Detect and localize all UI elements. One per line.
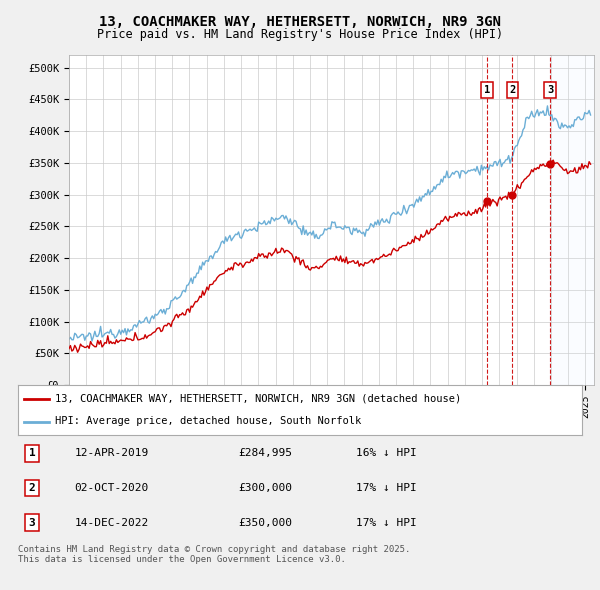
Text: 17% ↓ HPI: 17% ↓ HPI [356,483,417,493]
Text: 16% ↓ HPI: 16% ↓ HPI [356,448,417,458]
Text: 02-OCT-2020: 02-OCT-2020 [74,483,149,493]
Bar [550,55,594,385]
Text: 14-DEC-2022: 14-DEC-2022 [74,517,149,527]
Text: 2: 2 [29,483,35,493]
Text: 13, COACHMAKER WAY, HETHERSETT, NORWICH, NR9 3GN: 13, COACHMAKER WAY, HETHERSETT, NORWICH,… [99,15,501,30]
Text: 12-APR-2019: 12-APR-2019 [74,448,149,458]
Text: 3: 3 [29,517,35,527]
Text: 17% ↓ HPI: 17% ↓ HPI [356,517,417,527]
Text: £284,995: £284,995 [238,448,292,458]
Text: 3: 3 [547,85,553,95]
Text: £300,000: £300,000 [238,483,292,493]
Text: 1: 1 [484,85,490,95]
Text: £350,000: £350,000 [238,517,292,527]
Text: Price paid vs. HM Land Registry's House Price Index (HPI): Price paid vs. HM Land Registry's House … [97,28,503,41]
Text: Contains HM Land Registry data © Crown copyright and database right 2025.
This d: Contains HM Land Registry data © Crown c… [18,545,410,565]
Text: 1: 1 [29,448,35,458]
Text: 2: 2 [509,85,515,95]
Text: 13, COACHMAKER WAY, HETHERSETT, NORWICH, NR9 3GN (detached house): 13, COACHMAKER WAY, HETHERSETT, NORWICH,… [55,394,461,404]
Text: HPI: Average price, detached house, South Norfolk: HPI: Average price, detached house, Sout… [55,417,361,427]
